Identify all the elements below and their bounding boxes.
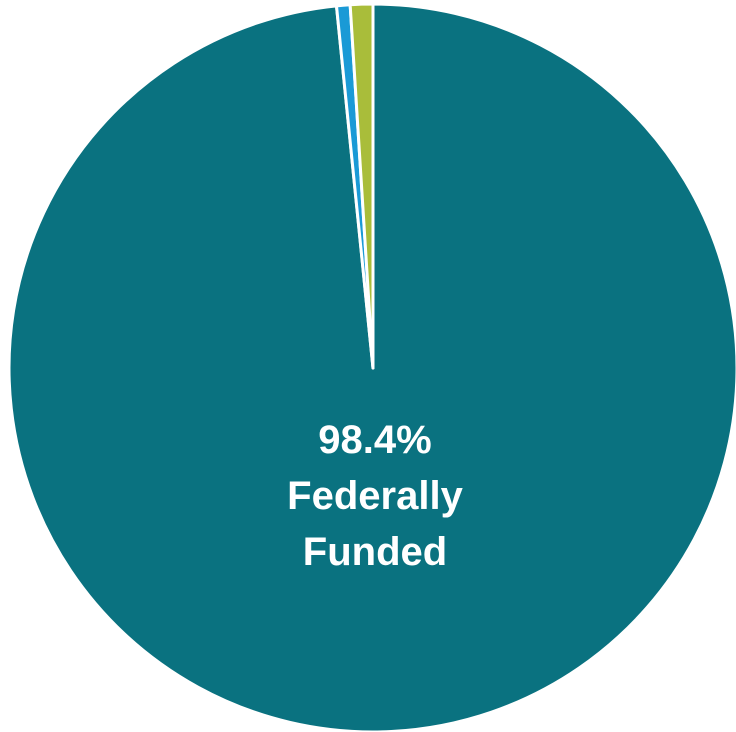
value-label: 98.4%: [318, 418, 432, 462]
slice-label: 98.4% Federally Funded: [260, 412, 490, 580]
pie-slice: [348, 2, 375, 370]
category-label: Federally Funded: [287, 474, 463, 574]
